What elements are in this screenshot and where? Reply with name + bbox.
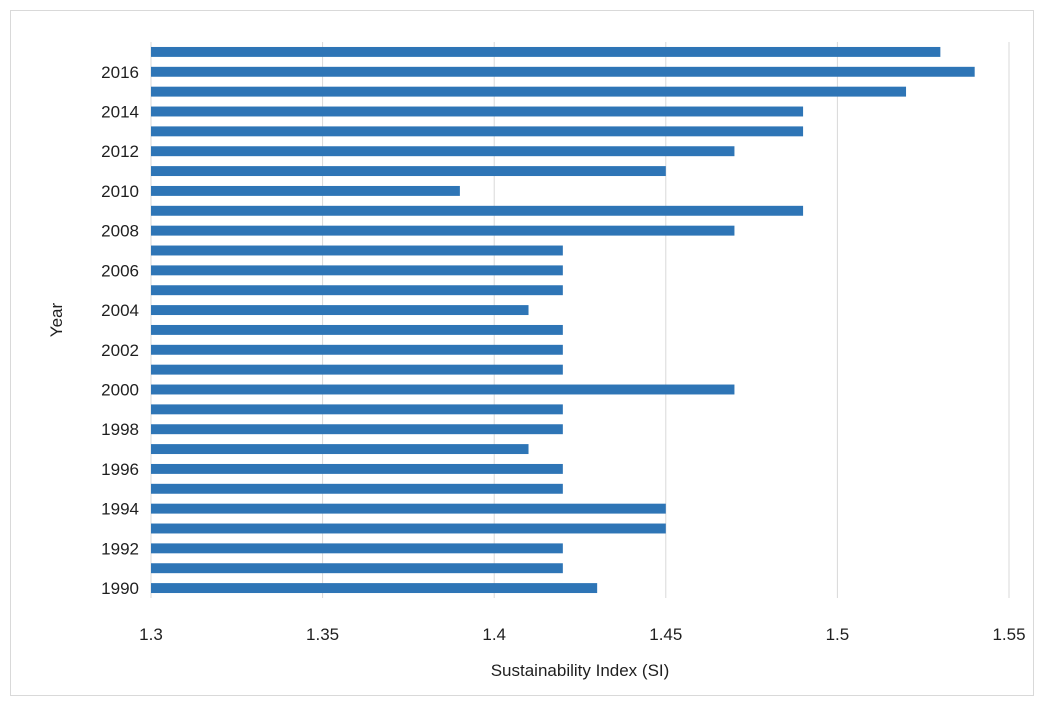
bar-2001 (151, 364, 563, 375)
y-tick-label: 1994 (101, 500, 139, 519)
bar-2010 (151, 185, 460, 196)
bar-1993 (151, 523, 666, 534)
bar-1991 (151, 563, 563, 574)
bar-1997 (151, 444, 529, 455)
bar-2017 (151, 46, 941, 57)
gridlines (150, 42, 1010, 598)
y-tick-label: 1996 (101, 460, 139, 479)
bar-2004 (151, 305, 529, 316)
y-tick-labels: 1990 1992 1994 1996 1998 2000 2002 2004 2006 2008… (101, 63, 139, 598)
x-tick-label: 1.45 (649, 625, 682, 644)
bar-1998 (151, 424, 563, 435)
y-tick-label: 2002 (101, 341, 139, 360)
y-tick-label: 2014 (101, 103, 139, 122)
y-tick-label: 1992 (101, 539, 139, 558)
y-tick-label: 2016 (101, 63, 139, 82)
bar-2009 (151, 205, 804, 216)
bar-1999 (151, 404, 563, 415)
y-axis-title: Year (47, 302, 66, 337)
bar-2012 (151, 146, 735, 157)
bar-1994 (151, 503, 666, 514)
bar-1990 (151, 583, 598, 594)
bar-2006 (151, 265, 563, 276)
bar-2003 (151, 324, 563, 335)
y-tick-label: 2010 (101, 182, 139, 201)
bar-2008 (151, 225, 735, 236)
x-tick-label: 1.5 (826, 625, 850, 644)
x-axis-title: Sustainability Index (SI) (491, 661, 670, 680)
y-tick-label: 2000 (101, 381, 139, 400)
bar-2007 (151, 245, 563, 256)
bar-2005 (151, 285, 563, 296)
x-tick-label: 1.3 (139, 625, 163, 644)
bar-1996 (151, 463, 563, 474)
y-tick-label: 2006 (101, 261, 139, 280)
bars (151, 46, 975, 594)
bar-2011 (151, 166, 666, 177)
x-tick-label: 1.35 (306, 625, 339, 644)
y-tick-label: 1990 (101, 579, 139, 598)
y-tick-label: 2012 (101, 142, 139, 161)
x-tick-labels: 1.3 1.35 1.4 1.45 1.5 1.55 (139, 625, 1025, 644)
x-tick-label: 1.55 (992, 625, 1025, 644)
bar-2000 (151, 384, 735, 395)
x-tick-label: 1.4 (482, 625, 506, 644)
y-tick-label: 2008 (101, 222, 139, 241)
y-tick-label: 2004 (101, 301, 139, 320)
bar-2015 (151, 86, 907, 97)
bar-2016 (151, 66, 975, 77)
bar-1992 (151, 543, 563, 554)
bar-1995 (151, 483, 563, 494)
y-tick-label: 1998 (101, 420, 139, 439)
bar-2002 (151, 344, 563, 355)
bar-2013 (151, 126, 804, 137)
bar-2014 (151, 106, 804, 117)
